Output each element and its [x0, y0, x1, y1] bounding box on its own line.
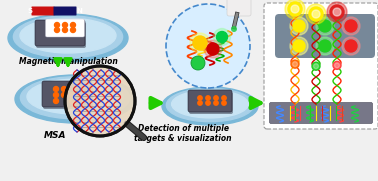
FancyBboxPatch shape: [188, 90, 232, 112]
Circle shape: [54, 98, 59, 104]
Circle shape: [193, 36, 207, 50]
Circle shape: [190, 33, 210, 53]
Circle shape: [342, 37, 360, 55]
Circle shape: [330, 5, 344, 19]
Circle shape: [290, 17, 308, 35]
FancyBboxPatch shape: [43, 83, 93, 109]
Circle shape: [333, 8, 341, 16]
Circle shape: [327, 2, 347, 22]
Circle shape: [54, 92, 59, 98]
Circle shape: [54, 28, 59, 33]
Circle shape: [62, 92, 67, 98]
FancyBboxPatch shape: [270, 102, 372, 123]
FancyBboxPatch shape: [227, 0, 251, 16]
Circle shape: [231, 26, 237, 32]
Circle shape: [62, 28, 68, 33]
Circle shape: [333, 61, 341, 69]
Circle shape: [198, 101, 202, 105]
FancyBboxPatch shape: [42, 81, 92, 107]
Circle shape: [345, 20, 357, 32]
Circle shape: [290, 37, 308, 55]
Circle shape: [191, 56, 205, 70]
Circle shape: [62, 87, 67, 92]
Circle shape: [214, 96, 218, 100]
Circle shape: [285, 0, 305, 19]
Text: Detection of multiple
targets & visualization: Detection of multiple targets & visualiz…: [134, 124, 232, 143]
Circle shape: [166, 4, 250, 88]
Circle shape: [54, 22, 59, 28]
Circle shape: [198, 96, 202, 100]
Circle shape: [291, 60, 299, 68]
Circle shape: [291, 5, 299, 13]
Circle shape: [222, 96, 226, 100]
Circle shape: [306, 4, 326, 24]
Circle shape: [319, 20, 331, 32]
Circle shape: [313, 64, 319, 69]
Circle shape: [206, 101, 210, 105]
Circle shape: [204, 40, 222, 58]
Ellipse shape: [15, 75, 135, 123]
Circle shape: [293, 40, 305, 52]
FancyBboxPatch shape: [189, 92, 233, 114]
Text: S: S: [28, 8, 33, 14]
Text: N: N: [76, 8, 82, 14]
Ellipse shape: [13, 16, 122, 58]
Circle shape: [65, 66, 135, 136]
Circle shape: [316, 17, 334, 35]
Text: Magnetic manipulation: Magnetic manipulation: [19, 57, 118, 66]
Circle shape: [70, 98, 74, 104]
Ellipse shape: [166, 89, 254, 122]
Ellipse shape: [20, 18, 116, 53]
Circle shape: [345, 40, 357, 52]
Circle shape: [54, 87, 59, 92]
FancyBboxPatch shape: [275, 14, 375, 58]
Circle shape: [70, 92, 74, 98]
Circle shape: [293, 20, 305, 32]
Circle shape: [62, 22, 68, 28]
Circle shape: [335, 63, 339, 68]
FancyBboxPatch shape: [31, 7, 54, 16]
Ellipse shape: [8, 14, 128, 62]
Circle shape: [217, 31, 228, 43]
Circle shape: [206, 96, 210, 100]
Circle shape: [309, 7, 323, 21]
Circle shape: [207, 43, 219, 55]
FancyBboxPatch shape: [35, 20, 85, 46]
Circle shape: [71, 22, 76, 28]
Ellipse shape: [27, 79, 123, 114]
Circle shape: [312, 62, 320, 70]
Text: MSA: MSA: [44, 131, 66, 140]
Circle shape: [312, 10, 320, 18]
Circle shape: [214, 28, 231, 45]
Circle shape: [214, 101, 218, 105]
Circle shape: [293, 62, 297, 67]
FancyBboxPatch shape: [36, 22, 86, 48]
Circle shape: [319, 40, 331, 52]
FancyBboxPatch shape: [264, 3, 378, 129]
Circle shape: [222, 101, 226, 105]
FancyBboxPatch shape: [45, 19, 85, 37]
FancyBboxPatch shape: [270, 9, 378, 63]
Circle shape: [288, 2, 302, 16]
Ellipse shape: [162, 87, 258, 125]
Circle shape: [342, 17, 360, 35]
Ellipse shape: [172, 90, 248, 118]
Circle shape: [316, 37, 334, 55]
FancyBboxPatch shape: [54, 7, 76, 16]
Circle shape: [71, 28, 76, 33]
Ellipse shape: [20, 77, 130, 119]
